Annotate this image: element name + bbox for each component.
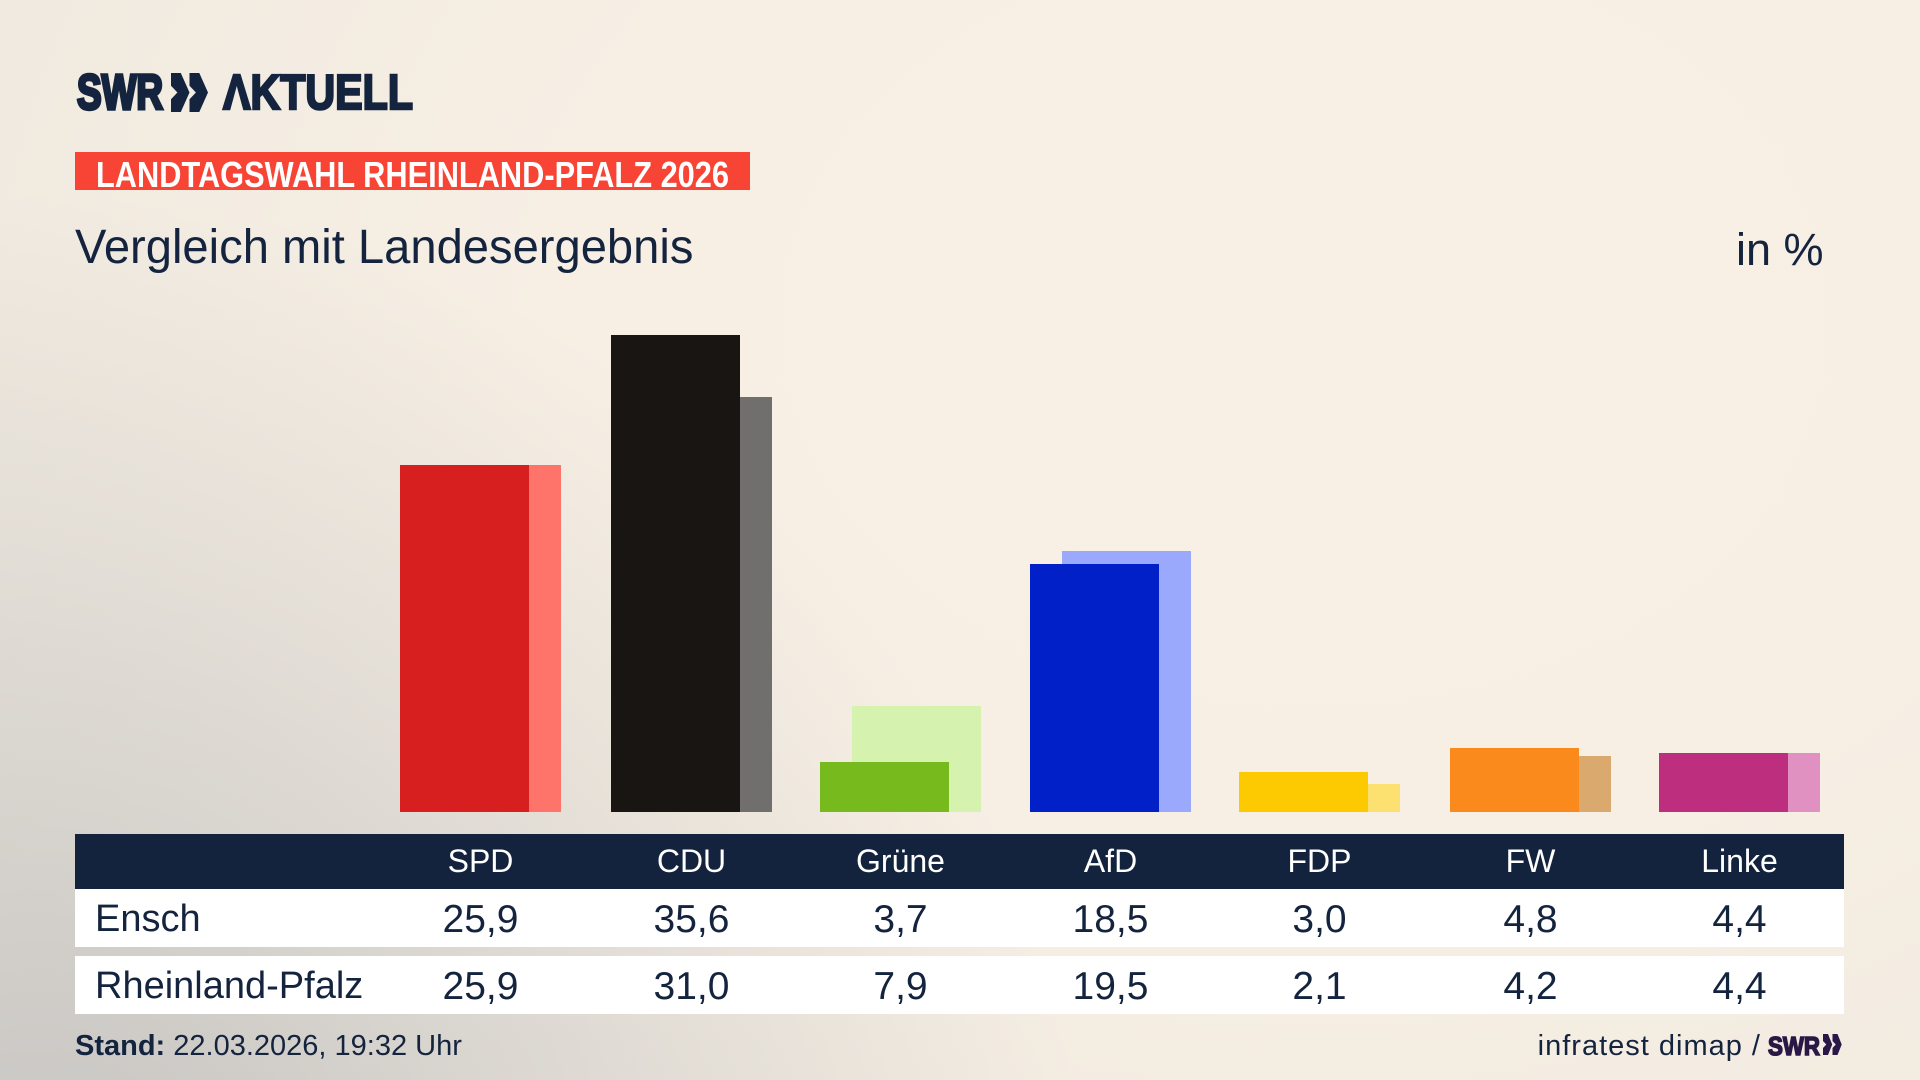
svg-text:SWR: SWR	[77, 66, 163, 120]
svg-text:ΛKTUELL: ΛKTUELL	[223, 66, 413, 120]
svg-text:SWR: SWR	[1768, 1031, 1820, 1060]
